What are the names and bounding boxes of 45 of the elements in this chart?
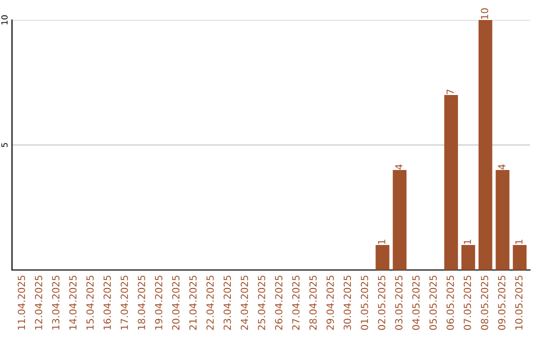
x-tick-label: 14.04.2025 bbox=[69, 276, 77, 330]
x-tick-label: 02.05.2025 bbox=[378, 276, 386, 330]
bar bbox=[478, 20, 492, 270]
x-tick-label: 10.05.2025 bbox=[515, 276, 523, 330]
x-tick-label: 11.04.2025 bbox=[18, 276, 26, 330]
x-tick-label: 28.04.2025 bbox=[309, 276, 317, 330]
bar bbox=[444, 95, 458, 270]
x-tick-label: 30.04.2025 bbox=[344, 276, 352, 330]
data-label: 1 bbox=[515, 240, 522, 244]
x-tick-label: 21.04.2025 bbox=[189, 276, 197, 330]
x-tick-label: 15.04.2025 bbox=[86, 276, 94, 330]
bar bbox=[392, 170, 407, 270]
x-tick-label: 03.05.2025 bbox=[395, 276, 402, 330]
x-tick-label: 09.05.2025 bbox=[498, 276, 506, 330]
x-tick-label: 20.04.2025 bbox=[172, 276, 180, 330]
x-tick-label: 05.05.2025 bbox=[429, 276, 437, 330]
x-tick-label: 01.05.2025 bbox=[360, 276, 368, 330]
data-label: 1 bbox=[464, 240, 471, 244]
x-tick-label: 16.04.2025 bbox=[104, 276, 111, 330]
bar bbox=[461, 245, 476, 270]
x-tick-label: 07.05.2025 bbox=[464, 276, 472, 330]
x-tick-label: 23.04.2025 bbox=[224, 276, 231, 330]
x-tick-label: 04.05.2025 bbox=[412, 276, 420, 330]
x-tick-label: 18.04.2025 bbox=[138, 276, 146, 330]
data-label: 4 bbox=[395, 164, 402, 170]
x-tick-label: 06.05.2025 bbox=[446, 276, 454, 330]
x-tick-label: 25.04.2025 bbox=[258, 276, 266, 330]
data-label: 10 bbox=[480, 8, 488, 19]
data-label: 1 bbox=[378, 240, 386, 244]
x-tick-label: 19.04.2025 bbox=[154, 276, 162, 330]
x-tick-label: 26.04.2025 bbox=[275, 276, 282, 330]
data-label: 4 bbox=[498, 164, 506, 170]
x-tick-label: 29.04.2025 bbox=[326, 276, 334, 330]
x-tick-label: 08.05.2025 bbox=[480, 276, 488, 330]
data-label: 7 bbox=[446, 90, 454, 94]
x-tick-label: 12.04.2025 bbox=[34, 276, 42, 330]
bar bbox=[496, 170, 510, 270]
x-tick-label: 27.04.2025 bbox=[292, 276, 300, 330]
y-tick-label: 5 bbox=[1, 143, 8, 148]
x-tick-label: 24.04.2025 bbox=[240, 276, 248, 330]
x-tick-label: 17.04.2025 bbox=[120, 276, 128, 330]
bar bbox=[376, 245, 390, 270]
x-tick-label: 13.04.2025 bbox=[52, 276, 60, 330]
bar bbox=[512, 245, 527, 270]
x-tick-label: 22.04.2025 bbox=[206, 276, 214, 330]
